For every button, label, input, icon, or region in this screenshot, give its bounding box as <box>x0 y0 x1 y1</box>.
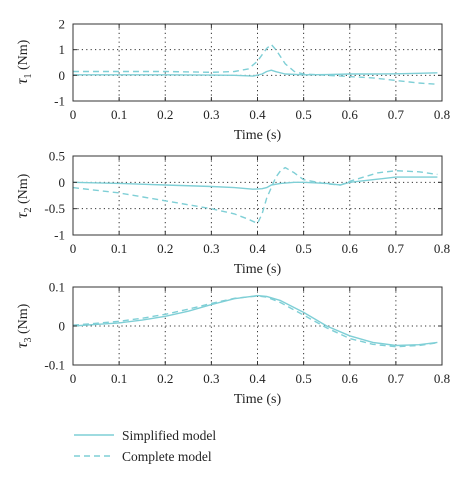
series-line-simplified-model <box>72 176 438 190</box>
x-tick-label: 0.4 <box>249 371 266 386</box>
y-tick-label: 0.1 <box>49 280 65 295</box>
x-tick-label: 0.4 <box>249 107 266 122</box>
x-tick-label: 0.5 <box>296 241 312 256</box>
x-tick-label: 0.4 <box>249 241 266 256</box>
x-axis-label: Time (s) <box>234 262 282 277</box>
legend-label-complete-model: Complete model <box>122 449 212 464</box>
x-tick-label: 0 <box>70 241 77 256</box>
x-tick-label: 0.3 <box>203 107 219 122</box>
y-tick-label: -0.5 <box>44 201 65 216</box>
chart-panel-1: 0 0.1 0.2 0.3 0.4 0.5 0.6 0.7 0.8 2 1 0 -1 Time (s) τ1… <box>14 17 450 144</box>
y-tick-label: 0 <box>59 68 66 83</box>
x-tick-label: 0.7 <box>388 371 405 386</box>
y-tick-label: 0 <box>59 319 66 334</box>
legend-label-simplified-model: Simplified model <box>122 428 216 443</box>
x-tick-label: 0 <box>70 371 77 386</box>
y-tick-label: 0 <box>59 175 66 190</box>
y-tick-label: 0.5 <box>49 149 65 164</box>
x-tick-label: 0.1 <box>111 107 127 122</box>
y-axis-label: τ2 (Nm) <box>14 173 34 218</box>
x-axis-label: Time (s) <box>234 128 282 143</box>
y-tick-label: 2 <box>59 17 66 32</box>
plot-frame <box>72 23 443 102</box>
y-axis-label: τ3 (Nm) <box>14 303 34 348</box>
y-tick-label: 1 <box>59 42 66 57</box>
y-tick-label: -1 <box>54 94 65 109</box>
y-axis-label: τ1 (Nm) <box>14 39 34 84</box>
x-tick-label: 0.7 <box>388 107 405 122</box>
y-tick-label: -0.1 <box>44 358 65 373</box>
x-tick-label: 0.2 <box>157 241 173 256</box>
x-tick-label: 0.8 <box>434 241 450 256</box>
x-tick-label: 0.1 <box>111 371 127 386</box>
x-tick-label: 0.5 <box>296 371 312 386</box>
x-tick-label: 0.6 <box>342 371 359 386</box>
x-tick-label: 0.2 <box>157 107 173 122</box>
chart-panel-3: 0 0.1 0.2 0.3 0.4 0.5 0.6 0.7 0.8 0.1 0 -0.1 Time (s… <box>14 280 450 408</box>
x-tick-label: 0.7 <box>388 241 405 256</box>
series-line-complete-model <box>72 295 438 348</box>
series-line-simplified-model <box>73 69 438 77</box>
series-line-complete-model <box>72 166 438 225</box>
x-tick-label: 0.8 <box>434 107 450 122</box>
x-tick-label: 0.2 <box>157 371 173 386</box>
charts-group: 0 0.1 0.2 0.3 0.4 0.5 0.6 0.7 0.8 2 1 0 -1 Time (s) τ1… <box>14 17 450 408</box>
x-tick-label: 0.3 <box>203 371 219 386</box>
legend: Simplified model Complete model <box>74 428 216 464</box>
x-tick-label: 0.6 <box>342 241 359 256</box>
x-tick-label: 0.5 <box>296 107 312 122</box>
x-axis-label: Time (s) <box>234 392 282 407</box>
x-tick-label: 0.8 <box>434 371 450 386</box>
series-line-complete-model <box>73 43 438 85</box>
x-tick-label: 0.3 <box>203 241 219 256</box>
x-tick-label: 0.6 <box>342 107 359 122</box>
chart-panel-2: 0 0.1 0.2 0.3 0.4 0.5 0.6 0.7 0.8 0.5 0 -0.5 -1 Time … <box>14 149 450 278</box>
x-tick-label: 0.1 <box>111 241 127 256</box>
x-tick-label: 0 <box>70 107 77 122</box>
y-tick-label: -1 <box>54 228 65 243</box>
